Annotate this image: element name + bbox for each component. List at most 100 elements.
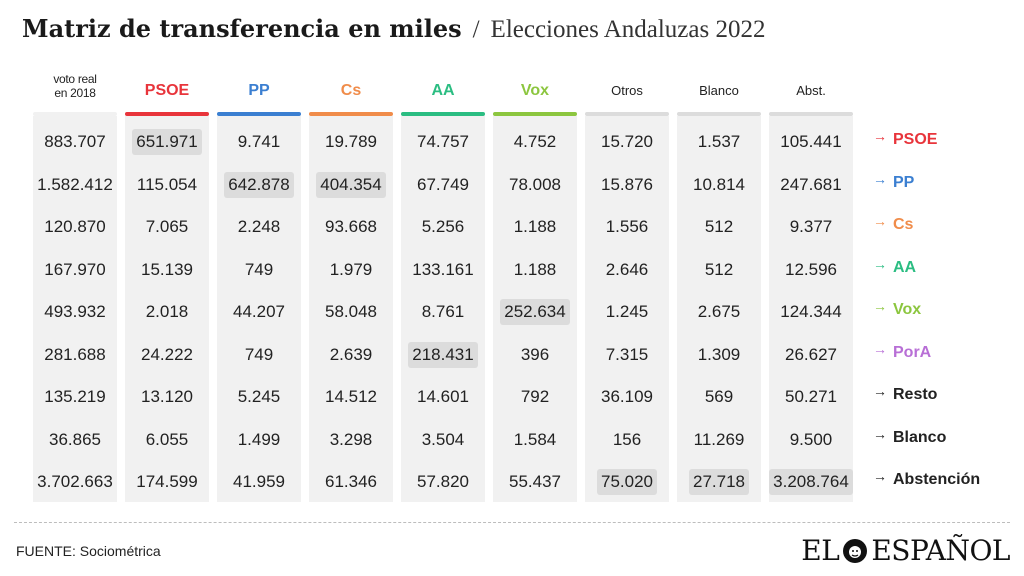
- table-cell: 1.537: [677, 121, 761, 163]
- table-cell: 27.718: [677, 461, 761, 503]
- chart-title: Matriz de transferencia en miles / Elecc…: [22, 14, 765, 44]
- cell-value: 36.865: [49, 429, 101, 449]
- row-label-text: PSOE: [893, 131, 938, 148]
- column-background: [769, 116, 853, 502]
- row-label: → PSOE: [873, 119, 937, 161]
- table-cell: 36.109: [585, 376, 669, 418]
- cell-value: 2.018: [145, 302, 189, 321]
- cell-value: 1.188: [513, 217, 557, 236]
- column-color-bar: [401, 112, 485, 116]
- table-cell: 1.556: [585, 206, 669, 248]
- table-cell: 133.161: [401, 249, 485, 291]
- row-label: → Cs: [873, 204, 913, 246]
- table-cell: 5.256: [401, 206, 485, 248]
- table-cell: 1.188: [493, 206, 577, 248]
- table-cell: 252.634: [493, 291, 577, 333]
- table-cell: 749: [217, 334, 301, 376]
- row-label-text: PP: [893, 173, 915, 191]
- column-background: [585, 116, 669, 502]
- cell-value: 651.971: [132, 129, 202, 155]
- cell-value: 6.055: [145, 429, 189, 449]
- cell-value: 247.681: [780, 174, 842, 194]
- column-header-label: Vox: [520, 82, 550, 99]
- column-header-label: Cs: [340, 82, 362, 99]
- source-note: FUENTE: Sociométrica: [16, 543, 161, 559]
- cell-value: 55.437: [509, 472, 561, 491]
- cell-value: 27.718: [689, 469, 749, 495]
- cell-value: 512: [704, 259, 734, 279]
- cell-value: 15.876: [601, 174, 653, 194]
- cell-value: 5.245: [237, 387, 281, 406]
- table-cell: 2.248: [217, 206, 301, 248]
- title-separator: /: [472, 16, 480, 43]
- table-cell: 883.707: [33, 121, 117, 163]
- table-cell: 93.668: [309, 206, 393, 248]
- lion-icon: [843, 538, 868, 563]
- column-color-bar: [677, 112, 761, 116]
- cell-value: 1.582.412: [37, 174, 113, 194]
- cell-value: 24.222: [141, 344, 193, 364]
- table-cell: 404.354: [309, 164, 393, 206]
- cell-value: 41.959: [233, 472, 285, 491]
- column-header-label: PSOE: [144, 82, 190, 99]
- cell-value: 12.596: [785, 259, 837, 279]
- column-header: Vox: [493, 66, 577, 114]
- cell-value: 1.979: [329, 259, 373, 279]
- el-espanol-logo: EL ESPAÑOL: [801, 534, 1010, 567]
- cell-value: 57.820: [417, 472, 469, 491]
- arrow-right-icon: →: [873, 170, 887, 187]
- table-cell: 44.207: [217, 291, 301, 333]
- row-label-text: Resto: [893, 386, 938, 403]
- table-cell: 14.601: [401, 376, 485, 418]
- table-cell: 19.789: [309, 121, 393, 163]
- cell-value: 3.298: [329, 429, 373, 449]
- cell-value: 569: [704, 387, 734, 406]
- cell-value: 8.761: [421, 302, 465, 321]
- table-cell: 1.582.412: [33, 164, 117, 206]
- cell-value: 14.512: [325, 387, 377, 406]
- table-cell: 3.208.764: [769, 461, 853, 503]
- cell-value: 7.065: [145, 217, 189, 236]
- table-cell: 135.219: [33, 376, 117, 418]
- table-cell: 55.437: [493, 461, 577, 503]
- cell-value: 749: [244, 259, 274, 279]
- table-cell: 24.222: [125, 334, 209, 376]
- cell-value: 883.707: [44, 132, 106, 151]
- table-cell: 9.377: [769, 206, 853, 248]
- row-label: → Blanco: [873, 417, 946, 459]
- table-cell: 78.008: [493, 164, 577, 206]
- column-header: Blanco: [677, 66, 761, 114]
- cell-value: 642.878: [224, 171, 294, 198]
- logo-text-right: ESPAÑOL: [871, 534, 1010, 567]
- table-cell: 12.596: [769, 249, 853, 291]
- table-cell: 105.441: [769, 121, 853, 163]
- table-cell: 74.757: [401, 121, 485, 163]
- cell-value: 174.599: [136, 472, 198, 491]
- cell-value: 15.139: [141, 259, 193, 279]
- cell-value: 15.720: [601, 132, 653, 151]
- row-label-text: PorA: [893, 343, 932, 361]
- table-cell: 14.512: [309, 376, 393, 418]
- cell-value: 396: [520, 344, 550, 364]
- cell-value: 133.161: [412, 259, 474, 279]
- arrow-right-icon: →: [873, 383, 887, 399]
- column-header-label: Abst.: [796, 83, 826, 98]
- table-cell: 61.346: [309, 461, 393, 503]
- cell-value: 50.271: [785, 387, 837, 406]
- table-cell: 642.878: [217, 164, 301, 206]
- cell-value: 1.499: [237, 429, 281, 449]
- cell-value: 792: [520, 387, 550, 406]
- logo-text-left: EL: [801, 534, 840, 567]
- row-label: → PP: [873, 162, 914, 204]
- cell-value: 11.269: [693, 429, 745, 449]
- cell-value: 4.752: [513, 132, 557, 151]
- cell-value: 75.020: [597, 469, 657, 495]
- cell-value: 3.504: [421, 429, 465, 449]
- table-cell: 3.298: [309, 419, 393, 461]
- column-header-label: PP: [248, 82, 270, 99]
- cell-value: 78.008: [509, 174, 561, 194]
- table-cell: 4.752: [493, 121, 577, 163]
- column-header: Abst.: [769, 66, 853, 114]
- cell-value: 36.109: [601, 387, 653, 406]
- column-color-bar: [217, 112, 301, 116]
